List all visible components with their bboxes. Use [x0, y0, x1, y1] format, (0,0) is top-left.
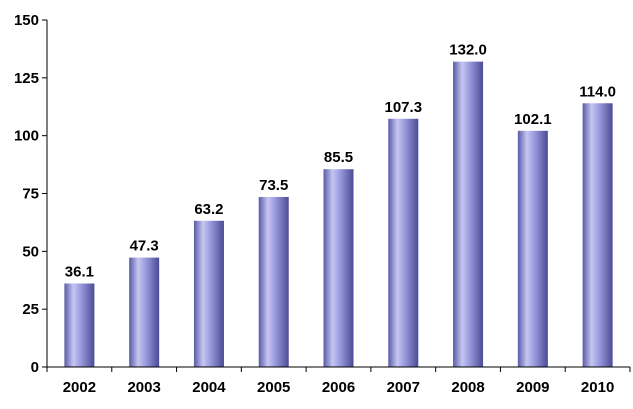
bar-2003 [129, 257, 160, 367]
data-label-2002: 36.1 [65, 263, 94, 280]
y-tick-label: 100 [14, 128, 39, 145]
data-label-2004: 63.2 [194, 201, 223, 218]
bar-2005 [258, 196, 289, 367]
bar-2007 [388, 118, 419, 368]
x-tick-label-2007: 2007 [387, 379, 420, 396]
x-axis: 2002 2003 2004 2005 2006 2007 2008 2009 2010 [46, 366, 631, 396]
y-axis: 0 25 50 75 100 125 150 [14, 12, 48, 376]
x-tick-label-2003: 2003 [127, 379, 160, 396]
y-tick-label: 25 [22, 301, 39, 318]
data-label-2003: 47.3 [130, 238, 159, 255]
x-tick-label-2002: 2002 [63, 379, 96, 396]
data-label-2009: 102.1 [514, 111, 552, 128]
x-tick-label-2004: 2004 [192, 379, 226, 396]
y-tick-label: 50 [22, 243, 39, 260]
bars: 36.1 47.3 63.2 73.5 85.5 107.3 132.0 102.1 114.0 [64, 42, 616, 368]
y-tick-label: 150 [14, 12, 39, 29]
bar-2008 [453, 61, 484, 367]
y-tick-label: 125 [14, 70, 39, 87]
y-tick-label: 75 [22, 186, 39, 203]
bar-2009 [517, 130, 548, 367]
x-tick-label-2006: 2006 [322, 379, 355, 396]
bar-2010 [582, 103, 613, 367]
x-tick-label-2009: 2009 [516, 379, 549, 396]
data-label-2006: 85.5 [324, 149, 353, 166]
x-tick-label-2010: 2010 [581, 379, 614, 396]
data-label-2010: 114.0 [579, 83, 616, 100]
data-label-2005: 73.5 [259, 177, 288, 194]
bar-2002 [64, 283, 95, 367]
x-tick-label-2005: 2005 [257, 379, 290, 396]
bar-2004 [193, 220, 224, 367]
bar-2006 [323, 169, 354, 367]
data-label-2008: 132.0 [449, 42, 487, 59]
data-label-2007: 107.3 [385, 99, 423, 116]
x-tick-label-2008: 2008 [451, 379, 484, 396]
y-tick-label: 0 [31, 359, 39, 376]
